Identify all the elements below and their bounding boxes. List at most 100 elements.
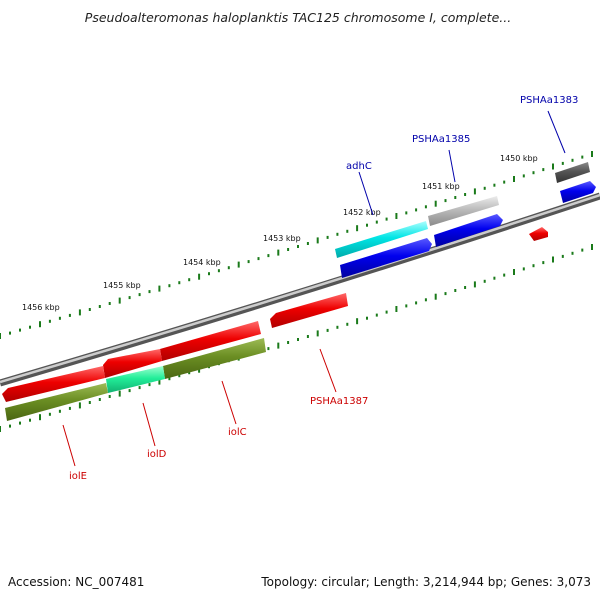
outer-major-tick bbox=[513, 176, 515, 182]
outer-minor-tick bbox=[306, 242, 309, 245]
outer-minor-tick bbox=[208, 272, 210, 276]
inner-minor-tick bbox=[168, 377, 171, 381]
inner-minor-tick bbox=[287, 341, 290, 344]
outer-minor-tick bbox=[483, 186, 486, 190]
gene-reverse-PSHAa1387[interactable] bbox=[270, 293, 348, 328]
gene-iolC[interactable] bbox=[163, 338, 266, 379]
outer-minor-tick bbox=[366, 223, 368, 227]
outer-minor-tick bbox=[88, 308, 91, 311]
inner-major-tick bbox=[277, 342, 280, 349]
outer-major-tick bbox=[434, 200, 437, 207]
outer-minor-tick bbox=[98, 305, 101, 308]
leader-iolC bbox=[221, 380, 237, 425]
kbp-label-1455: 1455 kbp bbox=[103, 281, 141, 290]
inner-major-tick bbox=[552, 256, 554, 263]
outer-major-tick bbox=[473, 188, 476, 195]
outer-minor-tick bbox=[571, 158, 574, 162]
backbone-highlight bbox=[0, 193, 600, 384]
inner-minor-tick bbox=[415, 301, 418, 305]
leader-PSHAa1383 bbox=[547, 110, 566, 154]
outer-major-tick bbox=[39, 321, 41, 328]
inner-minor-tick bbox=[375, 313, 378, 317]
outer-minor-tick bbox=[503, 180, 506, 184]
inner-minor-tick bbox=[267, 347, 270, 351]
outer-minor-tick bbox=[405, 211, 408, 215]
outer-minor-tick bbox=[464, 193, 467, 196]
outer-minor-tick bbox=[148, 290, 151, 294]
outer-minor-tick bbox=[375, 220, 378, 224]
inner-major-tick bbox=[395, 306, 398, 312]
inner-minor-tick bbox=[88, 401, 91, 404]
outer-minor-tick bbox=[297, 245, 299, 248]
inner-minor-tick bbox=[68, 406, 71, 410]
inner-minor-tick bbox=[483, 279, 486, 283]
leader-PSHAa1387 bbox=[319, 348, 337, 393]
label-PSHAa1383[interactable]: PSHAa1383 bbox=[520, 95, 578, 106]
inner-minor-tick bbox=[29, 418, 31, 422]
leader-lines bbox=[62, 110, 566, 467]
outer-minor-tick bbox=[128, 296, 131, 300]
outer-minor-tick bbox=[68, 313, 71, 317]
inner-minor-tick bbox=[405, 304, 408, 308]
inner-minor-tick bbox=[464, 286, 467, 289]
inner-major-tick bbox=[158, 378, 161, 385]
gene-forward-1[interactable] bbox=[340, 238, 432, 278]
gene-iolE[interactable] bbox=[5, 383, 108, 421]
summary-text: Topology: circular; Length: 3,214,944 bp… bbox=[260, 575, 591, 589]
gene-reverse-small[interactable] bbox=[529, 227, 548, 241]
leader-iolE bbox=[62, 424, 76, 467]
gene-PSHAa1385[interactable] bbox=[428, 196, 499, 226]
outer-major-tick bbox=[198, 273, 201, 280]
gene-PSHAa1383[interactable] bbox=[555, 162, 590, 183]
gene-reverse-c[interactable] bbox=[2, 366, 105, 402]
outer-major-tick bbox=[356, 225, 359, 232]
outer-major-tick bbox=[591, 151, 593, 157]
outer-minor-tick bbox=[542, 168, 545, 172]
inner-major-tick bbox=[118, 390, 121, 397]
outer-major-tick bbox=[316, 237, 319, 244]
inner-minor-tick bbox=[306, 335, 309, 338]
inner-minor-tick bbox=[571, 251, 574, 255]
leader-iolD bbox=[142, 402, 156, 447]
gene-adhC[interactable] bbox=[335, 221, 428, 258]
inner-minor-tick bbox=[532, 264, 535, 268]
inner-minor-tick bbox=[385, 310, 388, 314]
inner-minor-tick bbox=[188, 371, 191, 375]
gene-forward-3[interactable] bbox=[560, 181, 596, 203]
inner-major-tick bbox=[434, 293, 437, 300]
label-iolC[interactable]: iolC bbox=[228, 427, 247, 438]
outer-minor-tick bbox=[415, 208, 418, 212]
kbp-label-1456: 1456 kbp bbox=[22, 303, 60, 312]
outer-major-tick bbox=[395, 213, 398, 219]
inner-minor-tick bbox=[336, 325, 339, 329]
label-PSHAa1385[interactable]: PSHAa1385 bbox=[412, 134, 470, 145]
inner-major-tick bbox=[591, 244, 593, 250]
inner-major-tick bbox=[0, 426, 1, 432]
inner-minor-tick bbox=[542, 261, 545, 265]
inner-major-tick bbox=[473, 281, 476, 288]
outer-minor-tick bbox=[108, 302, 111, 305]
inner-major-tick bbox=[316, 330, 319, 337]
leader-PSHAa1385 bbox=[448, 149, 456, 183]
outer-minor-tick bbox=[532, 171, 535, 175]
inner-minor-tick bbox=[454, 289, 457, 292]
label-adhC[interactable]: adhC bbox=[346, 161, 372, 172]
outer-minor-tick bbox=[29, 325, 31, 329]
inner-minor-tick bbox=[581, 248, 584, 252]
label-iolD[interactable]: iolD bbox=[147, 449, 167, 460]
outer-minor-tick bbox=[561, 161, 564, 165]
label-PSHAa1387[interactable]: PSHAa1387 bbox=[310, 396, 368, 407]
inner-minor-tick bbox=[58, 409, 61, 413]
gene-forward-2[interactable] bbox=[434, 214, 503, 247]
gene-reverse-a[interactable] bbox=[160, 321, 261, 361]
gene-iolD[interactable] bbox=[106, 366, 165, 393]
reverse-strand-genes bbox=[2, 293, 348, 421]
kbp-label-1452: 1452 kbp bbox=[343, 208, 381, 217]
outer-minor-tick bbox=[227, 266, 230, 270]
label-iolE[interactable]: iolE bbox=[69, 471, 87, 482]
gene-reverse-b[interactable] bbox=[103, 349, 162, 378]
inner-minor-tick bbox=[138, 386, 141, 390]
inner-minor-tick bbox=[48, 412, 51, 416]
inner-minor-tick bbox=[178, 374, 181, 378]
